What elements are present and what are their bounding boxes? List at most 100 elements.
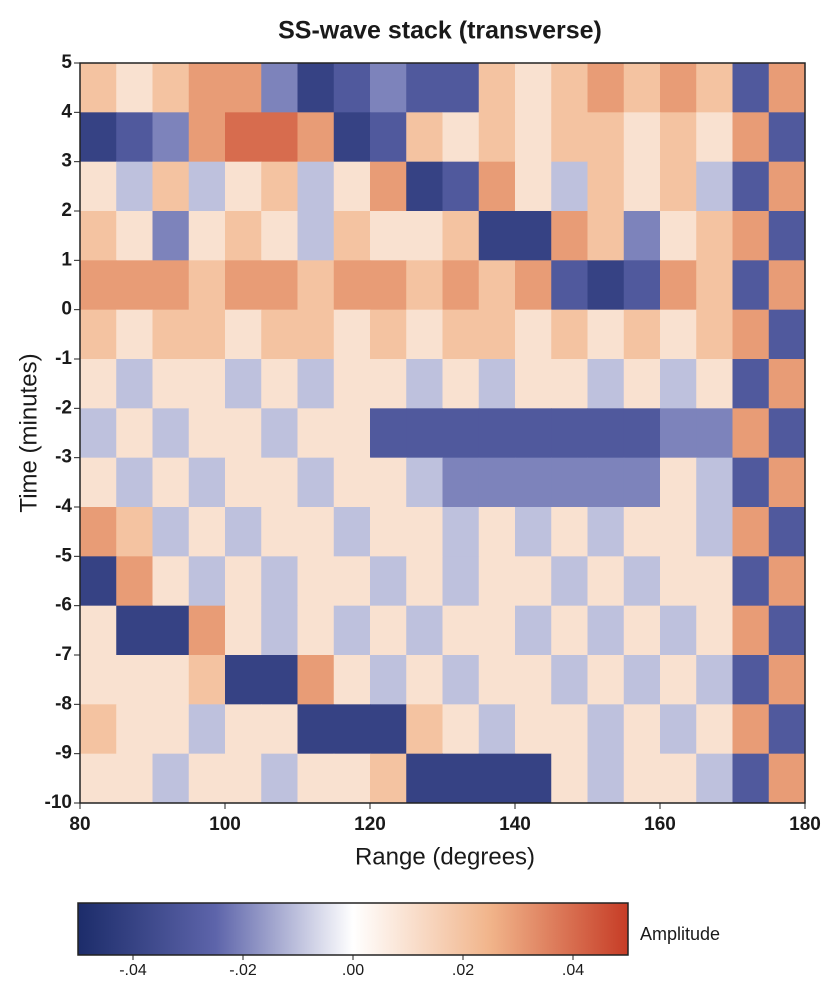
heat-cell [768,112,806,163]
heat-cell [225,260,262,311]
heat-cell [188,457,226,508]
heat-cell [370,112,407,163]
heat-cell [478,655,516,705]
x-axis-label: Range (degrees) [355,843,535,870]
heat-cell [732,112,770,163]
heat-cell [225,605,262,656]
heat-cell [442,260,480,311]
heat-cell [297,112,335,163]
heat-cell [80,655,117,705]
heat-cell [732,507,770,557]
heat-cell [515,309,552,360]
heat-cell [732,211,770,261]
heat-cell [261,408,298,459]
heat-cell [188,655,226,705]
heat-cell [478,161,516,212]
heat-cell [732,605,770,656]
heat-cell [80,161,117,212]
heat-cell [116,112,153,163]
heat-cell [551,63,588,113]
heat-cell [660,408,697,459]
heat-cell [80,211,117,261]
heat-cell [116,556,153,607]
heat-cell [297,753,335,804]
heat-cell [188,704,226,755]
heat-cell [587,457,625,508]
heat-cell [551,359,588,409]
heat-cell [623,704,661,755]
heat-cell [188,260,226,311]
heat-cell [478,457,516,508]
colorbar [77,902,629,956]
heat-cell [623,507,661,557]
heat-cell [696,655,733,705]
heat-cell [551,556,588,607]
heat-cell [80,408,117,459]
heat-cell [152,753,190,804]
heat-cell [116,359,153,409]
heat-cell [80,309,117,360]
heat-cell [80,112,117,163]
heat-cell [116,457,153,508]
heat-cell [551,112,588,163]
heat-cell [696,556,733,607]
heat-cell [732,704,770,755]
heat-cell [551,457,588,508]
heat-cell [116,655,153,705]
heat-cell [152,63,190,113]
heat-cell [297,408,335,459]
heat-cell [515,260,552,311]
heat-cell [116,260,153,311]
heat-cell [696,211,733,261]
heat-cell [515,457,552,508]
heat-cell [297,457,335,508]
heat-cell [623,63,661,113]
heat-cell [370,457,407,508]
heat-cell [261,161,298,212]
heat-cell [152,112,190,163]
heat-cell [406,161,443,212]
heat-cell [261,211,298,261]
heat-cell [152,655,190,705]
heat-cell [732,260,770,311]
heat-cell [768,260,806,311]
heat-cell [442,753,480,804]
heat-cell [80,753,117,804]
heat-cell [406,63,443,113]
heat-cell [515,112,552,163]
heat-cell [660,359,697,409]
heat-cell [515,63,552,113]
heat-cell [225,63,262,113]
heat-cell [261,655,298,705]
y-tick-label: 5 [61,52,72,73]
heat-cell [333,556,371,607]
heat-cell [768,704,806,755]
heat-cell [660,457,697,508]
heat-cell [80,704,117,755]
heat-cell [188,753,226,804]
y-tick-label: -2 [55,397,72,418]
heat-cell [406,753,443,804]
heat-cell [406,359,443,409]
heat-cell [225,704,262,755]
heat-cell [696,507,733,557]
heat-cell [442,704,480,755]
heat-cell [188,556,226,607]
heat-cell [333,63,371,113]
heat-cell [333,161,371,212]
chart-title: SS-wave stack (transverse) [278,17,602,45]
heat-cell [116,309,153,360]
heat-cell [297,704,335,755]
heat-cell [370,211,407,261]
y-tick-label: -4 [55,496,72,517]
heat-cell [370,63,407,113]
heat-cell [696,753,733,804]
heat-cell [587,753,625,804]
colorbar-tick-label: .04 [562,962,584,979]
heat-cell [551,260,588,311]
heat-cell [261,507,298,557]
heat-cell [297,556,335,607]
heat-cell [551,309,588,360]
heat-cell [225,556,262,607]
x-tick-label: 160 [644,814,676,835]
